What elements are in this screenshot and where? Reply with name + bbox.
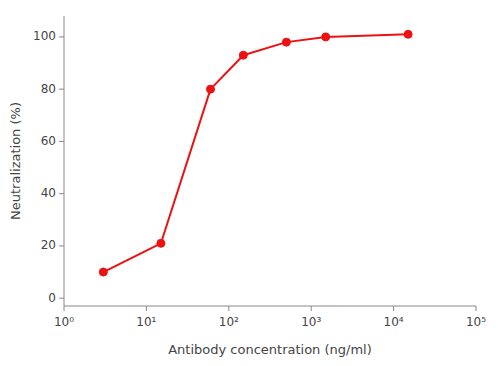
chart-container: 0 20 40 60 80 100 10⁰ 10¹ 10² 10³ 10⁴ 10⁵ Antibody c… — [0, 0, 500, 366]
x-tick — [311, 306, 312, 311]
x-tick — [228, 306, 229, 311]
y-tick — [59, 89, 64, 90]
data-point — [239, 51, 247, 59]
y-tick — [59, 245, 64, 246]
y-tick-label: 40 — [41, 186, 56, 200]
x-tick-label: 10⁰ — [54, 315, 74, 329]
y-tick-label: 100 — [33, 29, 56, 43]
y-tick-label: 60 — [41, 134, 56, 148]
y-tick — [59, 298, 64, 299]
y-tick — [59, 141, 64, 142]
axes: 0 20 40 60 80 100 10⁰ 10¹ 10² 10³ 10⁴ 10⁵ — [33, 16, 486, 329]
data-line — [103, 34, 408, 272]
y-tick-label: 0 — [48, 291, 56, 305]
y-tick — [59, 193, 64, 194]
x-tick-label: 10² — [219, 315, 239, 329]
x-tick-label: 10⁴ — [384, 315, 404, 329]
x-tick — [476, 306, 477, 311]
data-point — [404, 30, 412, 38]
data-point — [282, 38, 290, 46]
y-tick — [59, 36, 64, 37]
data-point — [157, 239, 165, 247]
x-tick-label: 10³ — [301, 315, 321, 329]
x-axis-line — [64, 306, 476, 307]
data-point — [322, 33, 330, 41]
x-tick — [64, 306, 65, 311]
page: {"chart_data": {"type": "line", "xlabel"… — [0, 0, 500, 366]
x-tick — [146, 306, 147, 311]
plot-area — [99, 30, 412, 276]
y-axis-line — [64, 16, 65, 306]
y-tick-label: 80 — [41, 82, 56, 96]
x-tick — [393, 306, 394, 311]
x-tick-label: 10⁵ — [466, 315, 486, 329]
x-tick-label: 10¹ — [136, 315, 156, 329]
data-point — [99, 268, 107, 276]
y-axis-label: Neutralization (%) — [8, 102, 23, 220]
data-point — [207, 85, 215, 93]
x-axis-label: Antibody concentration (ng/ml) — [168, 342, 372, 357]
chart-svg: 0 20 40 60 80 100 10⁰ 10¹ 10² 10³ 10⁴ 10⁵ Antibody c… — [0, 0, 500, 366]
y-tick-label: 20 — [41, 238, 56, 252]
